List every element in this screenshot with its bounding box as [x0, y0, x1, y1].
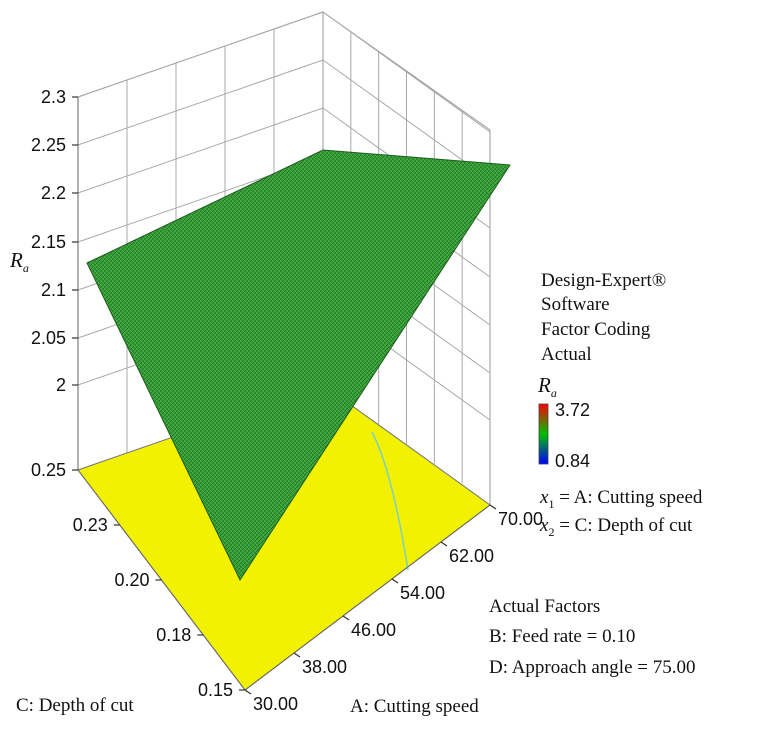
- x-tick-mark: [342, 615, 350, 621]
- x-tick-label: 46.00: [351, 620, 396, 640]
- x-tick-mark: [293, 652, 301, 658]
- x-tick-label: 62.00: [449, 546, 494, 566]
- legend-max: 3.72: [555, 400, 590, 420]
- z-tick-label: 2.25: [31, 135, 66, 155]
- legend-title: Ra: [537, 373, 557, 400]
- x-axis-line: [244, 504, 491, 691]
- x-tick-mark: [440, 541, 448, 547]
- y-tick-label: 0.23: [73, 515, 108, 535]
- x-tick-label: 38.00: [302, 657, 347, 677]
- wall-gridline: [77, 107, 324, 194]
- y-ticks: 0.25 0.23 0.20 0.18 0.15: [31, 460, 245, 700]
- info-line-2: Software: [541, 294, 610, 315]
- floor-contour: [371, 431, 409, 571]
- z-ticks: 2 2.05 2.1 2.15 2.2 2.25 2.3: [31, 87, 78, 395]
- z-axis-label: Ra: [9, 248, 29, 275]
- wall-gridline: [77, 59, 324, 146]
- y-tick-label: 0.18: [156, 625, 191, 645]
- z-tick-label: 2: [56, 375, 66, 395]
- actual-factors: Actual Factors B: Feed rate = 0.10 D: Ap…: [489, 596, 695, 678]
- y-tick-label: 0.25: [31, 460, 66, 480]
- x-tick-mark: [489, 504, 497, 510]
- z-tick-label: 2.1: [41, 280, 66, 300]
- coded-x2: x2 = C: Depth of cut: [539, 515, 693, 539]
- response-surface: [86, 149, 511, 582]
- x-tick-label: 30.00: [253, 694, 298, 714]
- info-line-3: Factor Coding: [541, 319, 651, 340]
- y-tick-label: 0.20: [114, 570, 149, 590]
- y-tick-label: 0.15: [198, 680, 233, 700]
- info-line-4: Actual: [541, 344, 592, 365]
- software-info: Design-Expert® Software Factor Coding Ac…: [541, 270, 666, 365]
- coded-factors: x1 = A: Cutting speed x2 = C: Depth of c…: [539, 487, 703, 539]
- legend-min: 0.84: [555, 451, 590, 471]
- z-tick-label: 2.3: [41, 87, 66, 107]
- actual-factors-title: Actual Factors: [489, 596, 600, 617]
- info-line-1: Design-Expert®: [541, 270, 666, 291]
- x-tick-mark: [244, 689, 252, 695]
- x-tick-label: 70.00: [498, 509, 543, 529]
- y-axis-label: C: Depth of cut: [16, 695, 134, 716]
- wall-gridline: [77, 11, 324, 98]
- coded-x1: x1 = A: Cutting speed: [539, 487, 703, 511]
- actual-factor-b: B: Feed rate = 0.10: [489, 626, 635, 647]
- x-axis-label: A: Cutting speed: [350, 696, 479, 717]
- x-tick-label: 54.00: [400, 583, 445, 603]
- z-tick-label: 2.15: [31, 232, 66, 252]
- x-tick-mark: [391, 578, 399, 584]
- color-legend: Ra 3.72 0.84: [537, 373, 590, 471]
- legend-colorbar: [538, 403, 549, 465]
- z-tick-label: 2.2: [41, 183, 66, 203]
- actual-factor-d: D: Approach angle = 75.00: [489, 657, 695, 678]
- z-tick-label: 2.05: [31, 328, 66, 348]
